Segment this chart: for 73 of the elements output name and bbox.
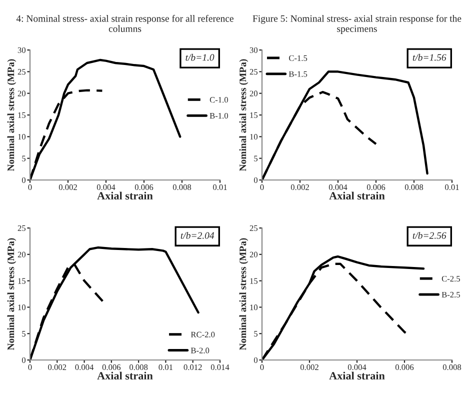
x-tick-label: 0.002 xyxy=(58,184,77,190)
x-tick-label: 0 xyxy=(28,184,32,190)
y-tick-label: 10 xyxy=(18,304,26,310)
chart-title: 4: Nominal stress- axial strain response for all reference columns xyxy=(16,14,234,32)
y-tick-label: 10 xyxy=(250,134,258,140)
legend-label: B-1.5 xyxy=(288,71,308,77)
y-tick-label: 10 xyxy=(250,304,258,310)
x-tick-label: 0.006 xyxy=(366,184,386,190)
legend-label: C-1.0 xyxy=(210,97,228,103)
x-tick-label: 0.012 xyxy=(184,364,202,370)
y-tick-label: 15 xyxy=(250,278,258,284)
y-tick-label: 30 xyxy=(18,47,26,53)
y-tick-label: 5 xyxy=(22,331,26,337)
x-tick-label: 0.004 xyxy=(328,184,348,190)
annotation: t/b=2.04 xyxy=(180,232,214,239)
y-tick-label: 0 xyxy=(22,177,26,183)
x-tick-label: 0.014 xyxy=(210,364,230,370)
y-tick-label: 0 xyxy=(254,357,258,363)
y-tick-label: 0 xyxy=(22,357,26,363)
y-tick-label: 25 xyxy=(250,225,258,231)
legend-label: B-2.5 xyxy=(442,292,460,298)
y-axis-title: Nominal axial stress (MPa) xyxy=(239,238,248,350)
y-tick-label: 5 xyxy=(254,331,258,337)
x-tick-label: 0 xyxy=(260,184,264,190)
y-tick-label: 20 xyxy=(18,90,26,96)
legend-label: B-2.0 xyxy=(190,348,210,354)
legend-label: B-1.0 xyxy=(210,112,228,119)
y-tick-label: 30 xyxy=(250,47,258,53)
x-tick-label: 0.002 xyxy=(300,364,318,370)
x-axis-title: Axial strain xyxy=(329,192,385,200)
x-tick-label: 0 xyxy=(28,364,32,370)
y-tick-label: 5 xyxy=(22,156,26,162)
x-tick-label: 0 xyxy=(260,364,264,370)
x-tick-label: 0.008 xyxy=(442,364,462,370)
y-tick-label: 25 xyxy=(18,69,26,75)
annotation: t/b=1.0 xyxy=(186,54,214,61)
x-tick-label: 0.004 xyxy=(96,184,116,190)
y-tick-label: 20 xyxy=(18,252,26,258)
y-axis-title: Nominal axial stress (MPa) xyxy=(7,238,16,350)
y-tick-label: 15 xyxy=(250,112,258,118)
y-tick-label: 5 xyxy=(254,156,258,162)
x-tick-label: 0.002 xyxy=(290,184,309,190)
y-tick-label: 0 xyxy=(254,177,258,183)
x-tick-label: 0.006 xyxy=(134,184,154,190)
x-tick-label: 0.008 xyxy=(172,184,192,190)
x-tick-label: 0.01 xyxy=(445,184,459,190)
y-tick-label: 15 xyxy=(18,112,26,118)
y-axis-title: Nominal axial stress (MPa) xyxy=(7,59,16,172)
x-tick-label: 0.008 xyxy=(130,364,148,370)
x-axis-title: Axial strain xyxy=(97,372,153,380)
x-tick-label: 0.004 xyxy=(348,364,366,370)
y-tick-label: 20 xyxy=(250,90,258,96)
x-tick-label: 0.008 xyxy=(404,184,424,190)
y-tick-label: 25 xyxy=(18,225,26,231)
x-tick-label: 0.006 xyxy=(102,364,121,370)
x-axis-title: Axial strain xyxy=(329,372,385,380)
x-tick-label: 0.01 xyxy=(158,364,173,370)
annotation: t/b=1.56 xyxy=(412,54,446,61)
legend-label: C-2.5 xyxy=(442,276,460,282)
y-tick-label: 20 xyxy=(250,252,258,258)
x-tick-label: 0.006 xyxy=(395,364,414,370)
chart-title: Figure 5: Nominal stress- axial strain response for the specimens xyxy=(252,14,462,34)
y-axis-title: Nominal axial stress (MPa) xyxy=(239,59,248,172)
x-tick-label: 0.004 xyxy=(75,364,94,370)
y-tick-label: 15 xyxy=(18,278,26,284)
x-tick-label: 0.01 xyxy=(213,184,227,190)
x-axis-title: Axial strain xyxy=(97,192,153,200)
y-tick-label: 25 xyxy=(250,69,258,75)
legend-label: RC-2.0 xyxy=(190,332,215,338)
legend-label: C-1.5 xyxy=(289,55,308,61)
y-tick-label: 10 xyxy=(18,134,26,140)
x-tick-label: 0.002 xyxy=(48,364,66,370)
annotation: t/b=2.56 xyxy=(412,232,446,239)
